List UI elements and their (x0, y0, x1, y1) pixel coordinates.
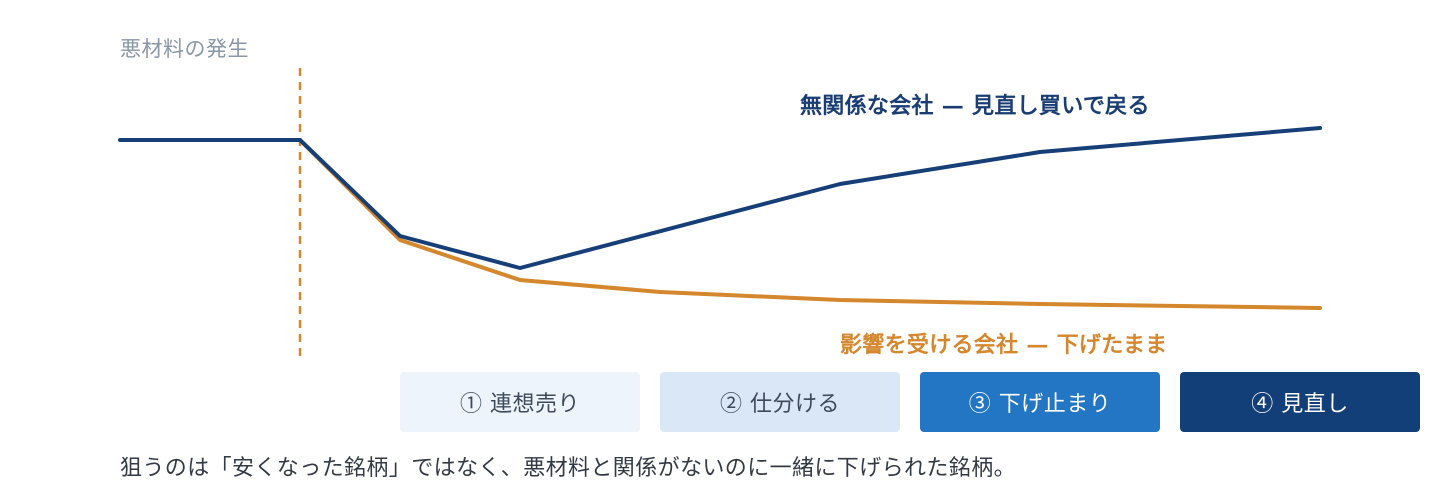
step-1-association-selling: ① 連想売り (400, 372, 640, 432)
unrelated-company-line (118, 126, 1322, 270)
event-label: 悪材料の発生 (120, 37, 249, 61)
affected-company-line (298, 138, 1322, 310)
unrelated-company-label: 無関係な会社 — 見直し買いで戻る (800, 93, 1150, 119)
price-diagram (118, 68, 1322, 356)
affected-company-label: 影響を受ける会社 — 下げたまま (840, 332, 1168, 358)
step-2-sorting: ② 仕分ける (660, 372, 900, 432)
step-3-bottoming: ③ 下げ止まり (920, 372, 1160, 432)
step-4-reassessment: ④ 見直し (1180, 372, 1420, 432)
caption: 狙うのは「安くなった銘柄」ではなく、悪材料と関係がないのに一緒に下げられた銘柄。 (120, 456, 1017, 481)
